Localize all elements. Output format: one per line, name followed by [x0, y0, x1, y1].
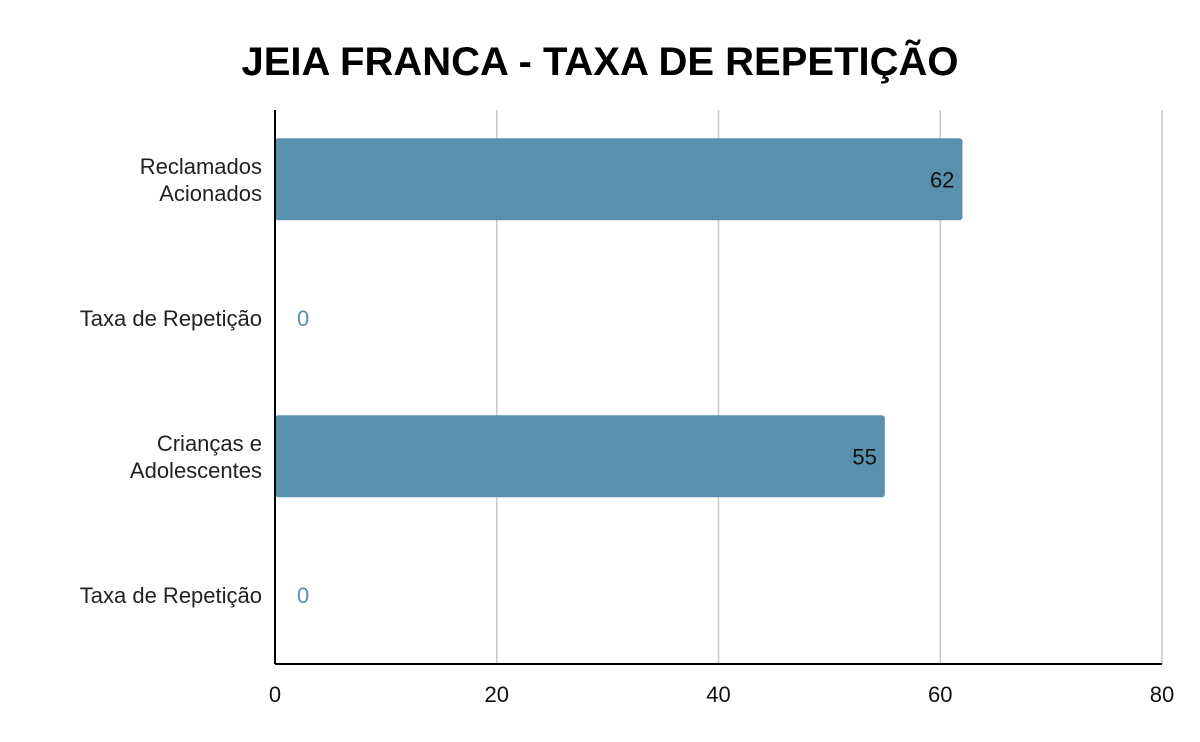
x-tick-label: 40 — [706, 682, 730, 707]
chart-title: JEIA FRANCA - TAXA DE REPETIÇÃO — [241, 38, 958, 84]
data-label: 55 — [852, 444, 876, 469]
data-label: 0 — [297, 306, 309, 331]
x-tick-labels: 0 20 40 60 80 — [269, 682, 1174, 707]
bar — [275, 415, 885, 498]
x-tick-label: 0 — [269, 682, 281, 707]
x-tick-label: 60 — [928, 682, 952, 707]
bar — [275, 138, 963, 221]
category-label: Taxa de Repetição — [80, 306, 262, 331]
x-tick-label: 80 — [1150, 682, 1174, 707]
category-label: Taxa de Repetição — [80, 583, 262, 608]
axes — [274, 110, 1162, 665]
bars — [275, 138, 963, 498]
category-labels: Reclamados Acionados Taxa de Repetição Cria… — [80, 154, 262, 608]
category-label: Reclamados Acionados — [140, 154, 262, 206]
data-labels: 62 0 55 0 — [297, 167, 954, 608]
data-label: 0 — [297, 583, 309, 608]
category-label: Crianças e Adolescentes — [130, 431, 262, 483]
x-tick-label: 20 — [485, 682, 509, 707]
data-label: 62 — [930, 167, 954, 192]
